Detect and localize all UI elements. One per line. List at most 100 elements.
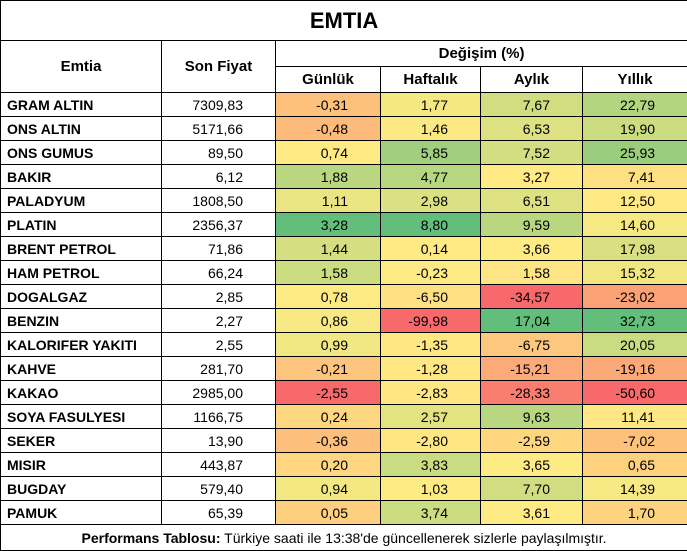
change-cell: -34,57 bbox=[480, 284, 583, 309]
change-cell: -6,50 bbox=[380, 284, 481, 309]
change-cell: 1,46 bbox=[380, 116, 481, 141]
commodity-name: PAMUK bbox=[0, 500, 162, 525]
change-cell: 7,67 bbox=[480, 92, 583, 117]
price-cell: 2,55 bbox=[161, 332, 276, 357]
change-cell: 1,03 bbox=[380, 476, 481, 501]
change-cell: 7,41 bbox=[581, 164, 687, 189]
change-cell: 14,39 bbox=[581, 476, 687, 501]
price-cell: 1166,75 bbox=[161, 404, 276, 429]
change-cell: -19,16 bbox=[581, 356, 687, 381]
change-cell: 0,65 bbox=[581, 452, 687, 477]
change-cell: 9,59 bbox=[480, 212, 583, 237]
change-cell: -2,80 bbox=[380, 428, 481, 453]
change-cell: 1,58 bbox=[480, 260, 583, 285]
column-header: Son Fiyat bbox=[161, 40, 276, 93]
change-cell: 0,14 bbox=[380, 236, 481, 261]
price-cell: 443,87 bbox=[161, 452, 276, 477]
subcolumn-header: Günlük bbox=[275, 66, 381, 93]
table-row: ONS ALTIN 5171,66 -0,48 1,46 6,53 19,90 bbox=[0, 116, 687, 141]
change-cell: 1,44 bbox=[275, 236, 381, 261]
price-cell: 89,50 bbox=[161, 140, 276, 165]
change-cell: 14,60 bbox=[581, 212, 687, 237]
price-cell: 71,86 bbox=[161, 236, 276, 261]
table-row: BRENT PETROL 71,86 1,44 0,14 3,66 17,98 bbox=[0, 236, 687, 261]
price-cell: 2,85 bbox=[161, 284, 276, 309]
commodity-name: BUGDAY bbox=[0, 476, 162, 501]
price-cell: 2,27 bbox=[161, 308, 276, 333]
change-cell: 1,11 bbox=[275, 188, 381, 213]
commodity-name: MISIR bbox=[0, 452, 162, 477]
change-cell: 6,53 bbox=[480, 116, 583, 141]
change-cell: -2,59 bbox=[480, 428, 583, 453]
price-cell: 65,39 bbox=[161, 500, 276, 525]
table-row: KAKAO 2985,00 -2,55 -2,83 -28,33 -50,60 bbox=[0, 380, 687, 405]
change-cell: 25,93 bbox=[581, 140, 687, 165]
subcolumn-header: Aylık bbox=[480, 66, 583, 93]
commodity-name: ONS ALTIN bbox=[0, 116, 162, 141]
commodity-name: SEKER bbox=[0, 428, 162, 453]
change-cell: 8,80 bbox=[380, 212, 481, 237]
change-cell: 17,98 bbox=[581, 236, 687, 261]
table-row: ONS GUMUS 89,50 0,74 5,85 7,52 25,93 bbox=[0, 140, 687, 165]
change-cell: 3,83 bbox=[380, 452, 481, 477]
commodity-name: HAM PETROL bbox=[0, 260, 162, 285]
change-cell: 0,86 bbox=[275, 308, 381, 333]
change-cell: 17,04 bbox=[480, 308, 583, 333]
commodity-name: KAHVE bbox=[0, 356, 162, 381]
table-row: BENZIN 2,27 0,86 -99,98 17,04 32,73 bbox=[0, 308, 687, 333]
price-cell: 579,40 bbox=[161, 476, 276, 501]
footer-text: Türkiye saati ile 13:38'de güncellenerek… bbox=[224, 529, 607, 546]
change-cell: 4,77 bbox=[380, 164, 481, 189]
change-cell: -2,83 bbox=[380, 380, 481, 405]
change-cell: 3,66 bbox=[480, 236, 583, 261]
footer: Performans Tablosu: Türkiye saati ile 13… bbox=[0, 524, 687, 551]
change-cell: 3,28 bbox=[275, 212, 381, 237]
commodity-name: BENZIN bbox=[0, 308, 162, 333]
price-cell: 2356,37 bbox=[161, 212, 276, 237]
change-cell: 0,74 bbox=[275, 140, 381, 165]
change-cell: 0,05 bbox=[275, 500, 381, 525]
change-cell: -1,35 bbox=[380, 332, 481, 357]
change-cell: 0,20 bbox=[275, 452, 381, 477]
subcolumn-header: Yıllık bbox=[581, 66, 687, 93]
change-cell: -23,02 bbox=[581, 284, 687, 309]
change-cell: 11,41 bbox=[581, 404, 687, 429]
change-cell: -0,36 bbox=[275, 428, 381, 453]
table-row: GRAM ALTIN 7309,83 -0,31 1,77 7,67 22,79 bbox=[0, 92, 687, 117]
table-row: MISIR 443,87 0,20 3,83 3,65 0,65 bbox=[0, 452, 687, 477]
column-header: Emtia bbox=[0, 40, 162, 93]
commodity-name: SOYA FASULYESI bbox=[0, 404, 162, 429]
table-row: PLATIN 2356,37 3,28 8,80 9,59 14,60 bbox=[0, 212, 687, 237]
group-header: Değişim (%) bbox=[274, 40, 687, 67]
change-cell: 0,99 bbox=[275, 332, 381, 357]
change-cell: -0,21 bbox=[275, 356, 381, 381]
table-row: KAHVE 281,70 -0,21 -1,28 -15,21 -19,16 bbox=[0, 356, 687, 381]
change-cell: 1,77 bbox=[380, 92, 481, 117]
change-cell: 1,70 bbox=[581, 500, 687, 525]
commodity-name: PLATIN bbox=[0, 212, 162, 237]
subcolumn-header: Haftalık bbox=[380, 66, 481, 93]
change-cell: 0,78 bbox=[275, 284, 381, 309]
price-cell: 5171,66 bbox=[161, 116, 276, 141]
change-cell: 19,90 bbox=[581, 116, 687, 141]
change-cell: 0,24 bbox=[275, 404, 381, 429]
footer-label: Performans Tablosu: bbox=[81, 529, 221, 546]
change-cell: 7,52 bbox=[480, 140, 583, 165]
table-row: DOGALGAZ 2,85 0,78 -6,50 -34,57 -23,02 bbox=[0, 284, 687, 309]
price-cell: 6,12 bbox=[161, 164, 276, 189]
change-cell: -15,21 bbox=[480, 356, 583, 381]
price-cell: 7309,83 bbox=[161, 92, 276, 117]
table-body: GRAM ALTIN 7309,83 -0,31 1,77 7,67 22,79 ONS A… bbox=[0, 92, 687, 525]
change-cell: -2,55 bbox=[275, 380, 381, 405]
table-row: PALADYUM 1808,50 1,11 2,98 6,51 12,50 bbox=[0, 188, 687, 213]
price-cell: 13,90 bbox=[161, 428, 276, 453]
change-cell: 1,58 bbox=[275, 260, 381, 285]
commodity-name: BAKIR bbox=[0, 164, 162, 189]
price-cell: 66,24 bbox=[161, 260, 276, 285]
change-cell: -0,23 bbox=[380, 260, 481, 285]
change-cell: 20,05 bbox=[581, 332, 687, 357]
change-cell: 32,73 bbox=[581, 308, 687, 333]
change-cell: 3,27 bbox=[480, 164, 583, 189]
table-row: HAM PETROL 66,24 1,58 -0,23 1,58 15,32 bbox=[0, 260, 687, 285]
